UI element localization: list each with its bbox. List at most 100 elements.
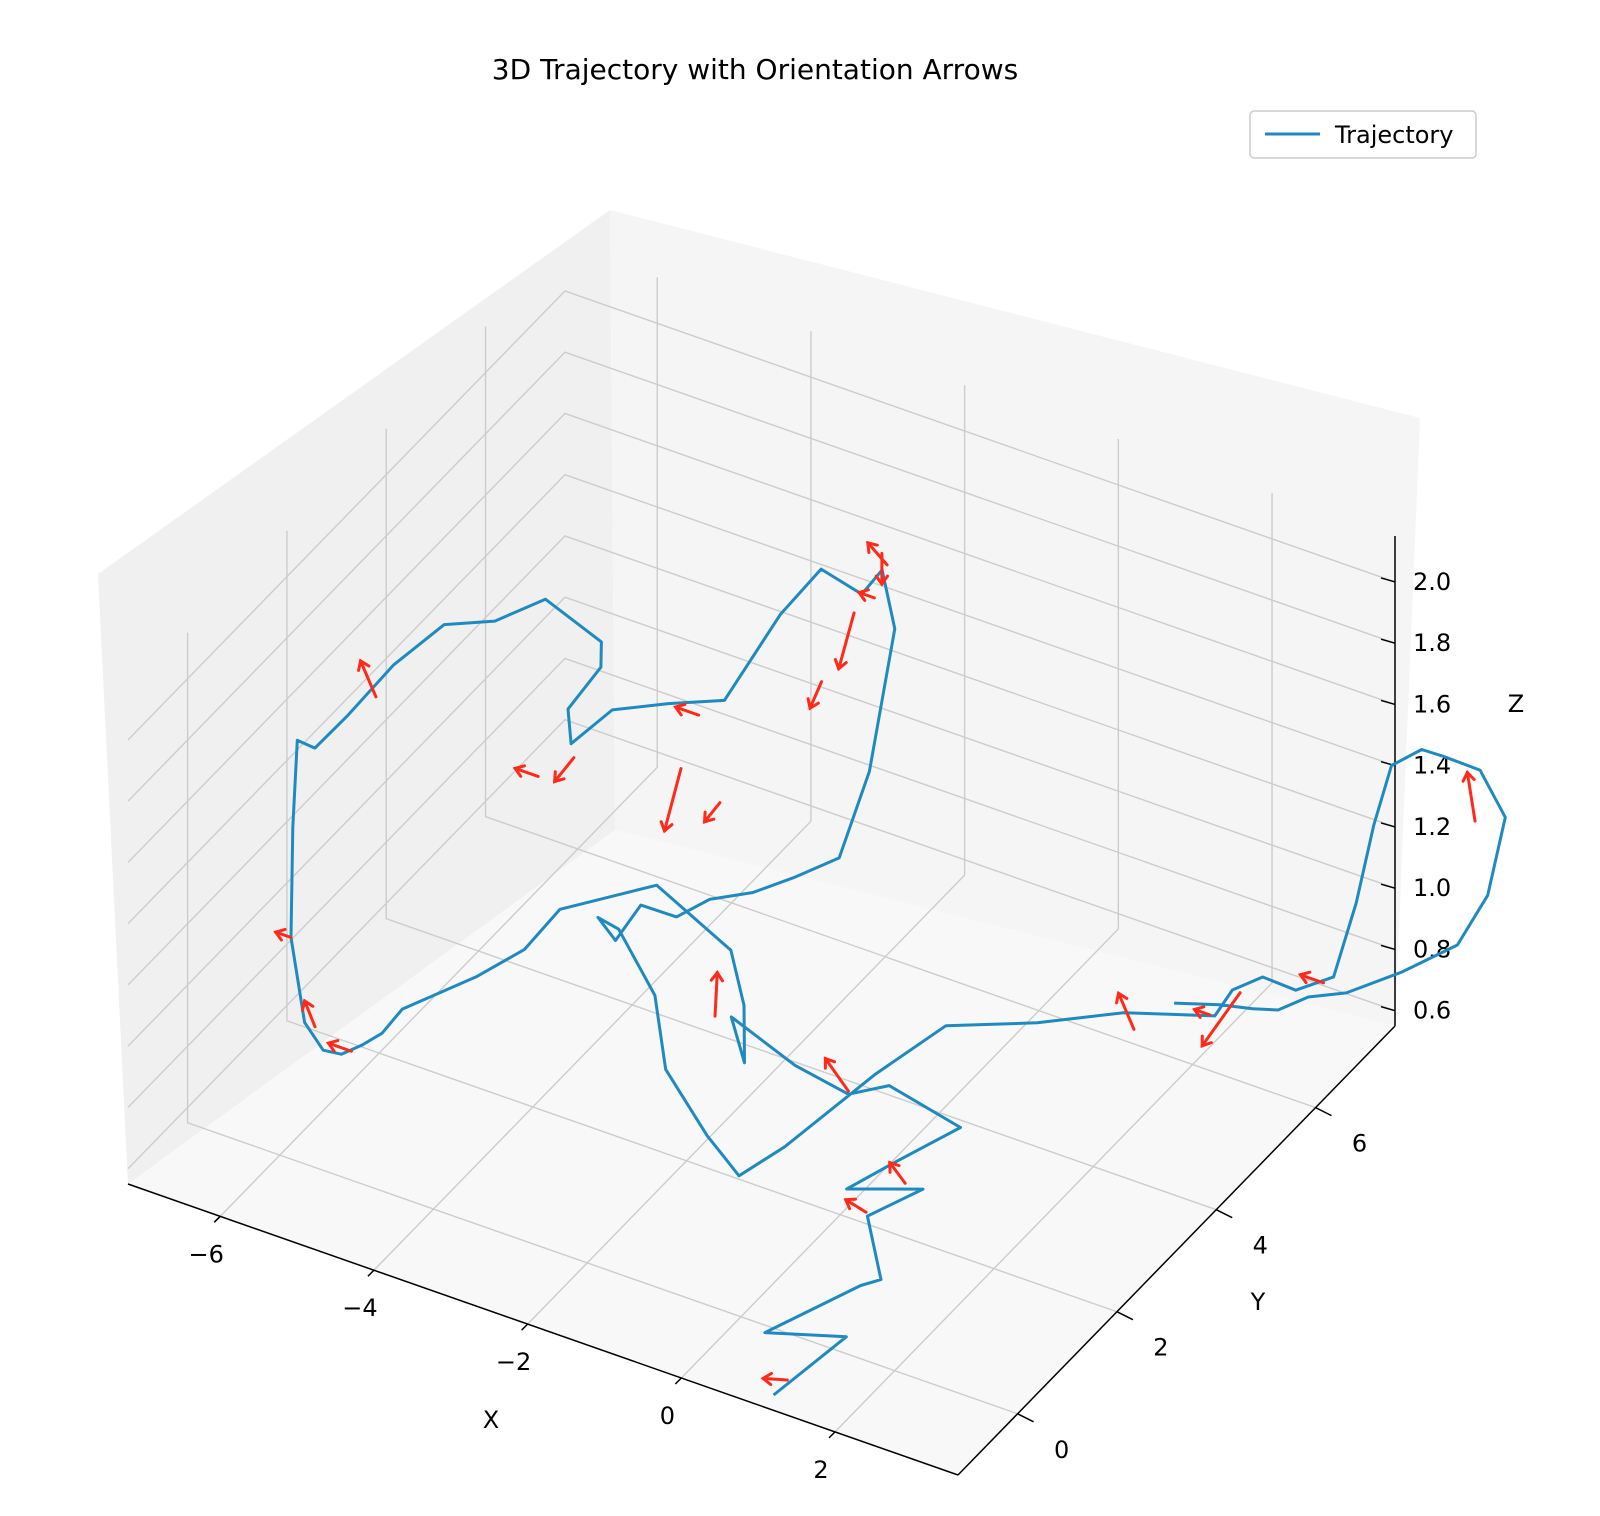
y-grid-line (385, 428, 1217, 1211)
y-tick-mark (1215, 1209, 1233, 1219)
arrow-shaft (1298, 973, 1325, 985)
arrow-shaft (1117, 991, 1136, 1031)
trajectory-line (289, 567, 1507, 1397)
arrow-head (553, 770, 566, 784)
orientation-arrow (659, 767, 683, 834)
z-tick-mark (1380, 577, 1396, 583)
arrow-head (709, 969, 724, 983)
orientation-arrow (1115, 990, 1136, 1031)
arrow-shaft (761, 1376, 789, 1382)
x-tick-label: 0 (660, 1402, 675, 1430)
x-grid-line (527, 385, 966, 1325)
z-tick-mark (1380, 944, 1396, 951)
x-grid-line (680, 439, 1120, 1379)
arrow-head (806, 697, 820, 711)
z-grid-line (127, 535, 1396, 986)
z-grid-line (127, 351, 1396, 802)
legend-box (1249, 110, 1477, 159)
z-grid-line (127, 473, 1396, 925)
z-grid-line (127, 412, 1396, 863)
orientation-arrow (357, 658, 378, 699)
orientation-arrow (709, 969, 724, 1018)
arrow-shaft (808, 680, 824, 710)
arrow-shaft (274, 930, 293, 939)
arrow-head (357, 658, 371, 672)
z-tick-label: 0.6 (1413, 997, 1451, 1025)
x-tick-label: −4 (342, 1294, 377, 1322)
arrow-head (760, 1371, 774, 1387)
x-grid-line (373, 331, 812, 1271)
x-tick-mark (213, 1215, 221, 1223)
orientation-arrow (512, 764, 540, 778)
z-tick-label: 1.8 (1413, 629, 1451, 657)
z-tick-mark (1380, 699, 1396, 706)
x-tick-mark (828, 1431, 836, 1439)
z-grid-line (127, 290, 1396, 741)
x-tick-mark (367, 1269, 375, 1277)
y-tick-label: 6 (1352, 1130, 1367, 1158)
arrow-shaft (303, 999, 317, 1029)
y-tick-label: 2 (1153, 1334, 1168, 1362)
orientation-arrows (273, 540, 1477, 1387)
x-tick-mark (674, 1377, 682, 1385)
y-axis-label: Y (1250, 1288, 1266, 1316)
legend-label-trajectory: Trajectory (1334, 121, 1454, 149)
orientation-arrow (1297, 970, 1325, 985)
arrow-head (866, 540, 879, 555)
arrow-head (833, 658, 848, 672)
orientation-arrow (673, 702, 701, 717)
orientation-arrow (888, 1160, 907, 1185)
orientation-arrow (874, 551, 889, 587)
arrow-head (1200, 1034, 1213, 1049)
arrow-head (702, 810, 716, 824)
x-grid-line (219, 277, 658, 1217)
x-tick-label: −6 (189, 1240, 224, 1268)
arrow-head (300, 998, 315, 1012)
arrow-shaft (359, 659, 378, 699)
arrow-head (888, 1160, 901, 1174)
arrow-shaft (1192, 1007, 1212, 1017)
grid-lines (127, 277, 1396, 1433)
z-tick-label: 1.6 (1413, 690, 1451, 718)
arrow-shaft (326, 1041, 353, 1053)
arrow-head (1461, 769, 1476, 783)
orientation-arrow (702, 801, 722, 824)
y-grid-line (186, 632, 1018, 1415)
orientation-arrow (1461, 769, 1477, 823)
arrow-shaft (844, 1198, 868, 1214)
orientation-arrow (273, 927, 293, 942)
arrow-shaft (888, 1161, 907, 1185)
arrow-shaft (857, 590, 876, 600)
arrow-head (1297, 970, 1312, 985)
y-tick-label: 0 (1054, 1436, 1069, 1464)
arrow-shaft (662, 767, 683, 833)
arrow-head (659, 820, 674, 834)
orientation-arrow (823, 1056, 850, 1093)
orientation-arrow (760, 1371, 789, 1387)
orientation-arrow (843, 1197, 868, 1214)
arrow-head (512, 764, 527, 778)
arrow-shaft (823, 1057, 850, 1093)
trajectory-series (289, 567, 1507, 1397)
arrow-head (843, 1197, 857, 1211)
x-tick-mark (521, 1323, 529, 1331)
z-tick-label: 1.0 (1413, 874, 1451, 902)
y-tick-label: 4 (1253, 1232, 1268, 1260)
orientation-arrow (833, 611, 856, 672)
arrow-head (1115, 990, 1129, 1005)
orientation-arrow (325, 1039, 353, 1053)
arrow-head (874, 574, 889, 587)
y-tick-mark (1315, 1106, 1332, 1117)
arrow-head (1192, 1005, 1206, 1019)
orientation-arrow (300, 998, 317, 1029)
y-tick-mark (1017, 1413, 1034, 1423)
arrow-shaft (1465, 770, 1477, 823)
arrow-shaft (674, 705, 701, 717)
arrow-shaft (866, 541, 889, 567)
y-grid-line (484, 326, 1316, 1109)
arrow-head (856, 588, 870, 602)
arrow-head (273, 927, 287, 942)
chart-title: 3D Trajectory with Orientation Arrows (492, 53, 1018, 86)
